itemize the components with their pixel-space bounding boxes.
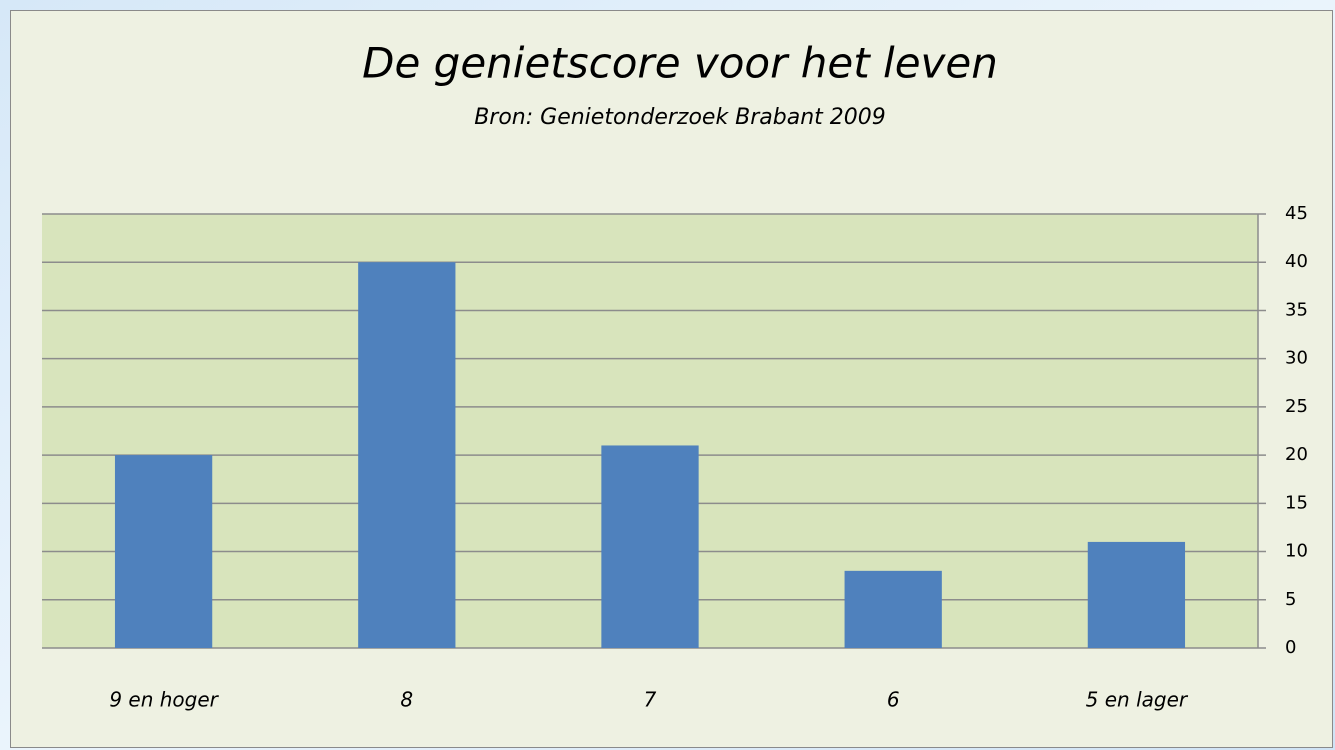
- bar: [601, 445, 699, 648]
- y-tick-label: 40: [1285, 251, 1308, 272]
- y-tick-label: 10: [1285, 541, 1308, 562]
- bar: [358, 262, 456, 648]
- x-tick-label: 8: [400, 688, 413, 712]
- y-tick-label: 5: [1285, 589, 1296, 610]
- bar: [1087, 541, 1186, 648]
- y-tick-label: 0: [1285, 637, 1296, 658]
- y-tick-label: 15: [1285, 492, 1308, 513]
- x-tick-label: 7: [644, 688, 657, 712]
- x-tick-label: 5 en lager: [1086, 688, 1189, 712]
- y-tick-label: 30: [1285, 348, 1308, 369]
- bar: [844, 570, 942, 648]
- x-tick-label: 9 en hoger: [109, 688, 219, 712]
- x-tick-label: 6: [887, 688, 900, 712]
- chart-subtitle: Bron: Genietonderzoek Brabant 2009: [474, 105, 886, 130]
- y-tick-label: 45: [1285, 203, 1308, 224]
- y-tick-label: 25: [1285, 396, 1308, 417]
- y-tick-label: 35: [1285, 299, 1308, 320]
- chart-title: De genietscore voor het leven: [362, 39, 998, 88]
- y-tick-label: 20: [1285, 444, 1308, 465]
- bar: [114, 455, 213, 648]
